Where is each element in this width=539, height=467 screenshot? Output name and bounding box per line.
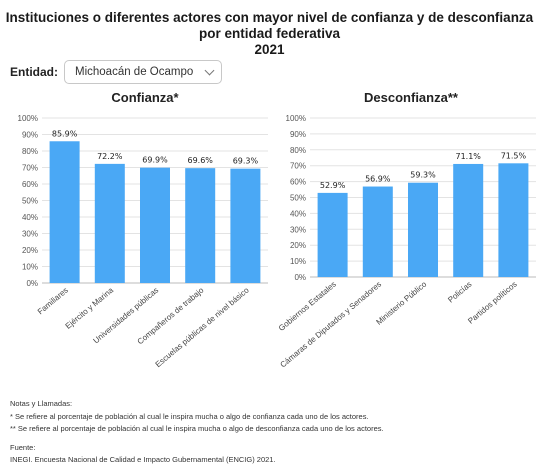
y-tick-label: 50% bbox=[290, 194, 306, 203]
y-tick-label: 100% bbox=[18, 114, 38, 123]
source-text: INEGI. Encuesta Nacional de Calidad e Im… bbox=[10, 455, 276, 464]
x-tick-label: Partidos políticos bbox=[466, 280, 518, 326]
y-tick-label: 10% bbox=[22, 263, 38, 272]
y-tick-label: 80% bbox=[22, 147, 38, 156]
note-1: * Se refiere al porcentaje de población … bbox=[10, 411, 369, 421]
y-tick-label: 80% bbox=[290, 146, 306, 155]
y-tick-label: 40% bbox=[290, 209, 306, 218]
bar-value-label: 69.3% bbox=[233, 157, 259, 166]
y-tick-label: 40% bbox=[22, 213, 38, 222]
entidad-selected-value: Michoacán de Ocampo bbox=[75, 66, 194, 78]
notes-section: Notas y Llamadas: * Se refiere al porcen… bbox=[10, 398, 384, 467]
entidad-filter: Entidad: Michoacán de Ocampo bbox=[10, 60, 222, 84]
chart-title-desconfianza: Desconfianza** bbox=[364, 90, 458, 105]
bar[interactable] bbox=[498, 163, 529, 277]
note-2: ** Se refiere al porcentaje de población… bbox=[10, 424, 384, 433]
y-tick-label: 70% bbox=[22, 164, 38, 173]
y-tick-label: 90% bbox=[290, 130, 306, 139]
chart-title-confianza: Confianza* bbox=[111, 90, 179, 105]
title-text: Instituciones o diferentes actores con m… bbox=[5, 10, 534, 41]
source-heading: Fuente: bbox=[10, 442, 36, 452]
entidad-label: Entidad: bbox=[10, 65, 58, 79]
page-title: Instituciones o diferentes actores con m… bbox=[0, 10, 539, 58]
bar[interactable] bbox=[94, 163, 125, 283]
y-tick-label: 70% bbox=[290, 162, 306, 171]
bar[interactable] bbox=[453, 163, 484, 277]
y-tick-label: 10% bbox=[290, 257, 306, 266]
y-tick-label: 0% bbox=[26, 279, 38, 288]
bar[interactable] bbox=[362, 186, 393, 277]
bar-value-label: 52.9% bbox=[320, 181, 346, 190]
y-tick-label: 60% bbox=[22, 180, 38, 189]
charts-canvas: 0% 10% 20% 30% 40% 50% 60% 70% 80% 90% 100% 85.9% Fa… bbox=[18, 114, 536, 369]
bar[interactable] bbox=[185, 168, 216, 283]
y-tick-label: 50% bbox=[22, 197, 38, 206]
bar-value-label: 71.5% bbox=[501, 151, 527, 160]
y-tick-label: 60% bbox=[290, 178, 306, 187]
y-tick-label: 0% bbox=[294, 273, 306, 282]
title-year: 2021 bbox=[254, 42, 285, 57]
bar[interactable] bbox=[49, 141, 80, 283]
bar-value-label: 69.6% bbox=[187, 156, 213, 165]
x-tick-label: Policías bbox=[446, 280, 473, 305]
x-tick-label: Cámaras de Diputados y Senadores bbox=[279, 280, 384, 370]
y-tick-label: 30% bbox=[22, 230, 38, 239]
bar-value-label: 71.1% bbox=[455, 152, 481, 161]
entidad-select[interactable]: Michoacán de Ocampo bbox=[64, 60, 222, 84]
notes-heading: Notas y Llamadas: bbox=[10, 399, 73, 408]
bar[interactable] bbox=[230, 168, 261, 283]
bar-value-label: 85.9% bbox=[52, 129, 78, 138]
bar-value-label: 56.9% bbox=[365, 175, 391, 184]
y-tick-label: 100% bbox=[286, 114, 306, 123]
y-tick-label: 30% bbox=[290, 225, 306, 234]
bar[interactable] bbox=[408, 182, 438, 277]
x-tick-label: Familiares bbox=[36, 286, 70, 317]
bar[interactable] bbox=[140, 167, 170, 283]
bar-value-label: 69.9% bbox=[142, 156, 168, 165]
y-tick-label: 20% bbox=[290, 241, 306, 250]
y-tick-label: 90% bbox=[22, 131, 38, 140]
bar[interactable] bbox=[317, 192, 348, 277]
y-tick-label: 20% bbox=[22, 246, 38, 255]
chart-confianza: 0% 10% 20% 30% 40% 50% 60% 70% 80% 90% 100% 85.9% Fa… bbox=[18, 114, 268, 369]
bar-value-label: 59.3% bbox=[410, 171, 436, 180]
bar-value-label: 72.2% bbox=[97, 152, 123, 161]
x-tick-label: Escuelas públicas de nivel básico bbox=[154, 285, 252, 369]
chart-desconfianza: 0%10%20%30%40%50%60%70%80%90%100%52.9%Go… bbox=[277, 114, 536, 369]
